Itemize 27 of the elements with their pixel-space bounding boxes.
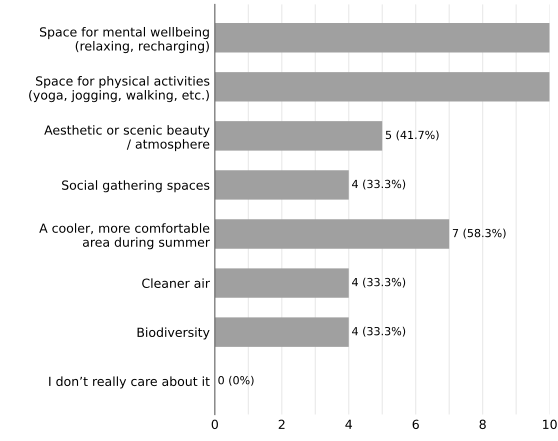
x-tick-label: 2 xyxy=(278,420,285,429)
y-tick-label: A cooler, more comfortable area during summer xyxy=(39,223,210,250)
y-tick-label: Space for physical activities (yoga, jogging, walking, etc.) xyxy=(29,76,210,102)
data-label: 4 (33.3%) xyxy=(352,278,406,288)
y-tick-label: I don’t really care about it xyxy=(49,376,210,389)
data-label: 4 (33.3%) xyxy=(352,180,406,190)
x-tick-label: 10 xyxy=(543,420,557,430)
data-label: 0 (0%) xyxy=(218,376,254,386)
x-tick-label: 6 xyxy=(412,420,419,430)
bar xyxy=(214,317,349,347)
bar xyxy=(214,219,450,249)
data-label: 5 (41.7%) xyxy=(386,130,439,140)
x-tick-label: 8 xyxy=(480,420,486,430)
x-tick-label: 4 xyxy=(345,420,352,429)
y-tick-label: Biodiversity xyxy=(138,327,210,340)
bar xyxy=(214,268,349,298)
y-tick-label: Social gathering spaces xyxy=(62,180,210,192)
bar xyxy=(214,121,382,151)
bar xyxy=(214,23,550,52)
x-tick-label: 0 xyxy=(212,420,218,430)
data-label: 7 (58.3%) xyxy=(452,228,506,239)
y-tick-label: Space for mental wellbeing (relaxing, recharging) xyxy=(40,26,209,54)
data-label: 4 (33.3%) xyxy=(352,326,406,337)
y-tick-label: Aesthetic or scenic beauty / atmosphere xyxy=(44,125,210,152)
y-tick-label: Cleaner air xyxy=(142,278,210,288)
bar xyxy=(214,170,349,200)
bar xyxy=(214,72,550,102)
